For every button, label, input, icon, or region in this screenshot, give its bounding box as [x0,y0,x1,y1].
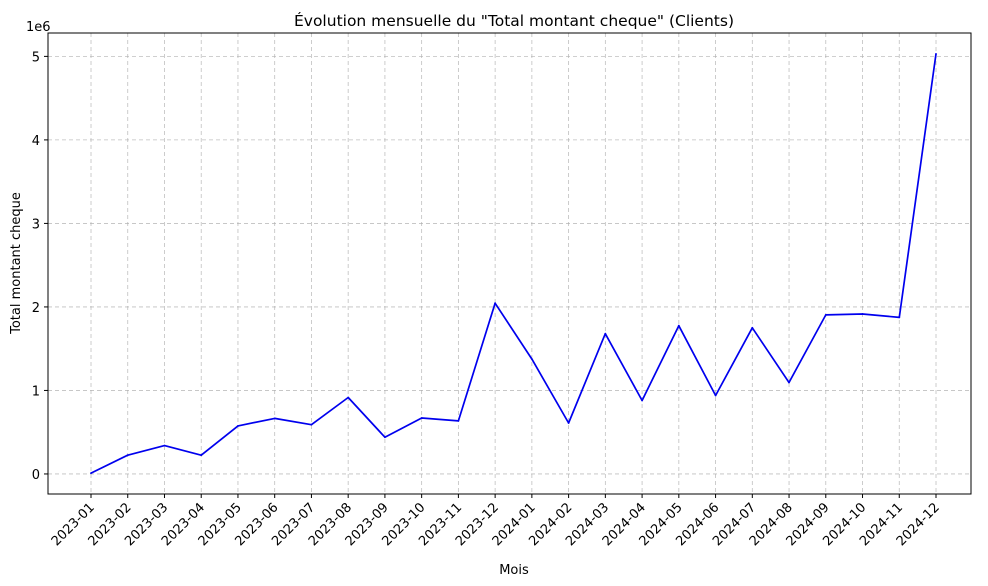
data-point [90,472,92,474]
data-point [310,423,313,426]
y-tick-label: 1 [32,384,40,399]
series-line [90,53,937,474]
data-point [641,399,643,402]
data-point [824,314,827,316]
data-point [751,326,754,329]
data-point [604,332,607,335]
x-axis-label: Mois [499,563,529,578]
data-point [788,381,790,384]
data-point [384,436,386,439]
data-point [935,53,937,55]
data-point [200,454,203,457]
data-point [237,425,239,427]
grid [48,33,971,494]
data-point [126,454,129,457]
y-axis-ticks: 0 1 2 3 4 5 [32,50,48,483]
data-point [163,444,166,447]
data-point [457,420,460,422]
plot-frame [47,32,972,495]
data-point [531,358,533,360]
y-tick-label: 2 [32,301,40,316]
data-point [273,417,276,420]
data-point [898,316,901,319]
data-point [861,313,864,315]
series-layer [90,53,937,474]
chart-title: Évolution mensuelle du "Total montant ch… [294,11,734,30]
data-point [677,324,680,327]
data-point [347,396,350,399]
data-point [567,422,570,424]
y-tick-label: 0 [32,468,40,483]
y-tick-label: 5 [32,50,40,65]
y-scale-label: 1e6 [26,20,51,35]
data-point [714,394,717,397]
data-point [420,417,423,419]
y-tick-label: 3 [32,217,40,232]
y-tick-label: 4 [32,134,40,149]
y-axis-label: Total montant cheque [9,192,24,335]
x-axis-ticks: 2023-012023-022023-032023-042023-052023-… [49,494,943,549]
data-point [494,302,496,305]
